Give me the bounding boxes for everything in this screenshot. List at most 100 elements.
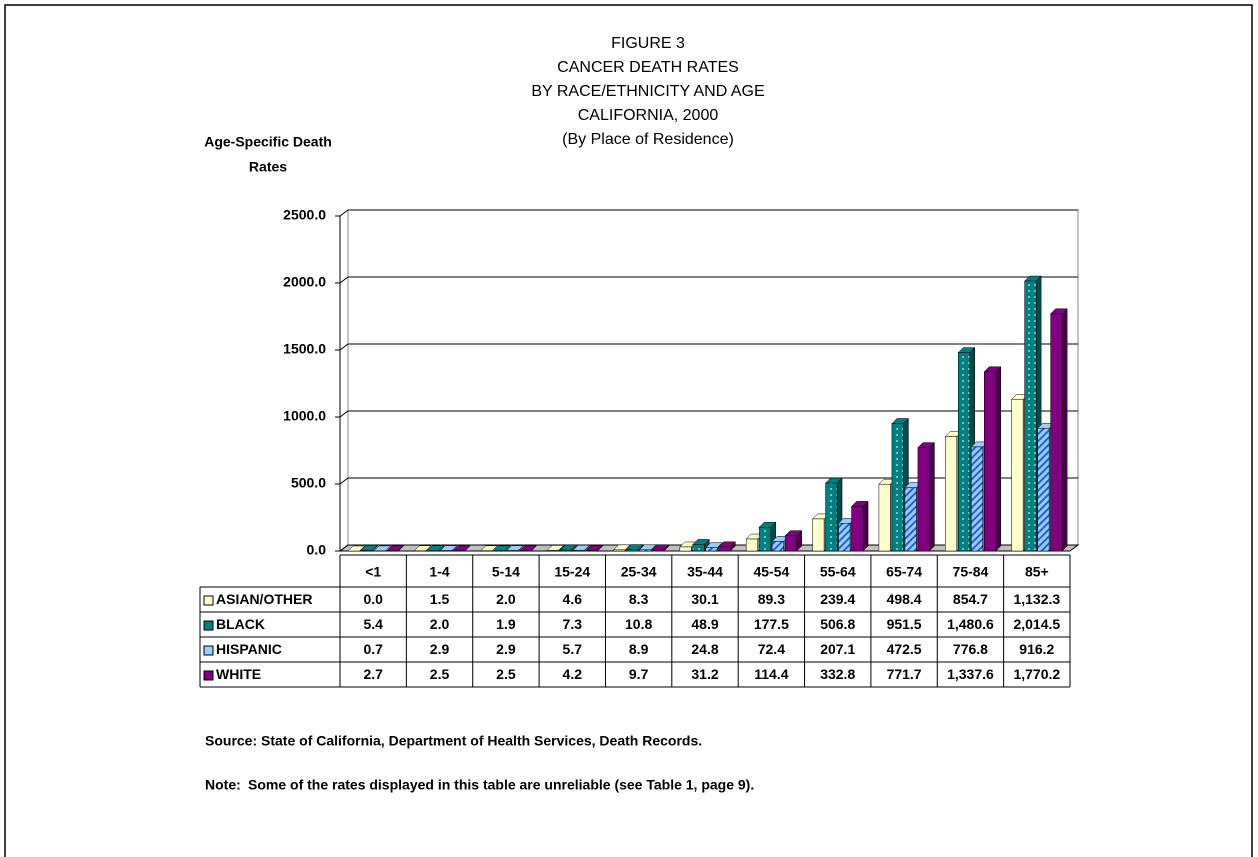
table-value: 506.8: [820, 616, 855, 632]
table-value: 498.4: [887, 591, 922, 607]
bar-side: [1061, 308, 1068, 552]
x-tick-label: <1: [365, 564, 381, 580]
table-value: 854.7: [953, 591, 988, 607]
table-value: 8.9: [629, 641, 649, 657]
bar-side: [929, 441, 935, 552]
legend-swatch: [203, 620, 214, 631]
x-tick-label: 85+: [1025, 564, 1049, 580]
bar: [626, 549, 639, 552]
bar: [718, 546, 731, 552]
legend-swatch: [203, 595, 214, 606]
chart-title: CALIFORNIA, 2000: [578, 107, 719, 124]
table-value: 1.9: [496, 616, 516, 632]
table-value: 114.4: [754, 666, 788, 682]
table-value: 4.6: [563, 591, 583, 607]
x-tick-label: 65-74: [886, 564, 922, 580]
y-tick-label: 0.0: [307, 542, 327, 558]
bar: [851, 506, 864, 552]
table-value: 2,014.5: [1013, 616, 1060, 632]
x-tick-label: 55-64: [820, 564, 856, 580]
table-value: 2.5: [430, 666, 450, 682]
bar: [904, 487, 917, 552]
x-tick-label: 5-14: [492, 564, 520, 580]
bar: [784, 535, 797, 552]
table-value: 239.4: [820, 591, 855, 607]
x-tick-label: 35-44: [687, 564, 723, 580]
y-axis-label: Age-Specific Death: [204, 134, 332, 150]
bar: [838, 522, 851, 552]
table-value: 8.3: [629, 591, 649, 607]
table-value: 10.8: [625, 616, 652, 632]
x-tick-label: 25-34: [621, 564, 657, 580]
bar: [878, 483, 891, 552]
bar: [652, 549, 665, 552]
bar: [891, 423, 904, 552]
x-tick-label: 1-4: [429, 564, 449, 580]
table-value: 2.9: [496, 641, 516, 657]
bar: [705, 547, 718, 552]
y-tick-label: 500.0: [291, 475, 326, 491]
bar: [546, 550, 559, 552]
bar: [1011, 399, 1024, 552]
grid-line: [339, 276, 1078, 284]
x-tick-label: 75-84: [953, 564, 989, 580]
table-value: 5.4: [363, 616, 383, 632]
table-value: 0.7: [363, 641, 383, 657]
bar: [984, 371, 997, 552]
table-value: 72.4: [758, 641, 785, 657]
bar: [692, 544, 705, 552]
y-tick-label: 1500.0: [283, 341, 326, 357]
source-note: Source: State of California, Department …: [205, 733, 702, 749]
bar: [1037, 427, 1050, 552]
bar-top: [347, 545, 366, 552]
note-label: Note:: [205, 777, 241, 793]
note-text: Some of the rates displayed in this tabl…: [248, 777, 754, 793]
bar: [945, 436, 958, 552]
table-value: 1,337.6: [947, 666, 994, 682]
bar-side: [995, 366, 1002, 552]
chart-title: (By Place of Residence): [562, 131, 734, 148]
table-value: 0.0: [363, 591, 383, 607]
legend-label: BLACK: [216, 616, 265, 632]
table-value: 472.5: [887, 641, 922, 657]
table-value: 951.5: [887, 616, 922, 632]
bar: [758, 526, 771, 552]
bar: [1050, 313, 1063, 552]
table-value: 9.7: [629, 666, 649, 682]
chart-title: BY RACE/ETHNICITY AND AGE: [531, 83, 764, 100]
bar: [917, 447, 930, 552]
table-value: 2.5: [496, 666, 516, 682]
table-value: 5.7: [563, 641, 583, 657]
x-tick-label: 15-24: [554, 564, 590, 580]
table-value: 776.8: [953, 641, 988, 657]
table-value: 30.1: [691, 591, 718, 607]
table-value: 89.3: [758, 591, 785, 607]
y-tick-label: 2000.0: [283, 274, 326, 290]
table-value: 7.3: [563, 616, 583, 632]
bar: [613, 549, 626, 552]
chart-title: FIGURE 3: [611, 35, 685, 52]
bar: [812, 518, 825, 552]
table-value: 2.7: [363, 666, 383, 682]
bar-side: [862, 500, 869, 552]
frame: [4, 4, 1253, 857]
bar: [971, 446, 984, 552]
bar: [559, 549, 572, 552]
bar: [958, 352, 971, 552]
legend-label: ASIAN/OTHER: [216, 591, 312, 607]
legend-label: HISPANIC: [216, 641, 282, 657]
grid-line: [339, 410, 1078, 418]
grid-line: [339, 209, 1078, 217]
bar: [1024, 280, 1037, 552]
table-value: 2.0: [430, 616, 450, 632]
table-value: 177.5: [754, 616, 789, 632]
table-value: 207.1: [820, 641, 855, 657]
bar: [585, 550, 598, 552]
table-value: 1,480.6: [947, 616, 994, 632]
table-value: 24.8: [691, 641, 718, 657]
y-tick-label: 2500.0: [283, 207, 326, 223]
y-tick-label: 1000.0: [283, 408, 326, 424]
bar: [639, 549, 652, 552]
table-value: 2.0: [496, 591, 516, 607]
